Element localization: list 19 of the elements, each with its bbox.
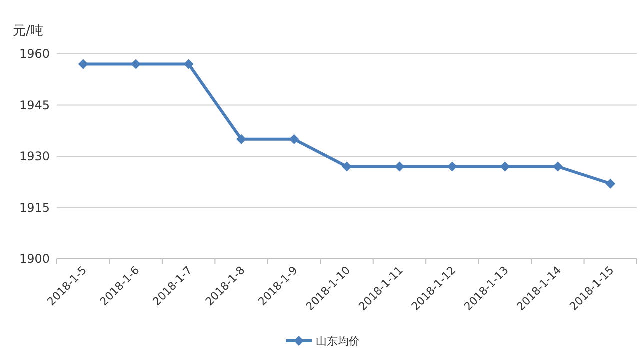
point <box>394 162 405 172</box>
point <box>447 162 458 172</box>
y-axis-title: 元/吨 <box>13 24 44 39</box>
y-tick-label: 1960 <box>19 47 50 61</box>
y-tick-label: 1900 <box>19 252 50 266</box>
point <box>184 59 194 70</box>
point <box>289 134 300 144</box>
y-tick-label: 1930 <box>19 150 50 164</box>
point <box>606 178 616 189</box>
point <box>78 59 88 70</box>
y-tick-label: 1945 <box>19 98 50 112</box>
legend-label: 山东均价 <box>316 335 360 348</box>
point <box>236 134 247 144</box>
point <box>552 162 563 172</box>
point <box>500 162 510 172</box>
legend: 山东均价 <box>286 335 360 348</box>
point <box>131 59 142 70</box>
y-tick-label: 1915 <box>19 200 50 215</box>
point <box>342 162 352 172</box>
